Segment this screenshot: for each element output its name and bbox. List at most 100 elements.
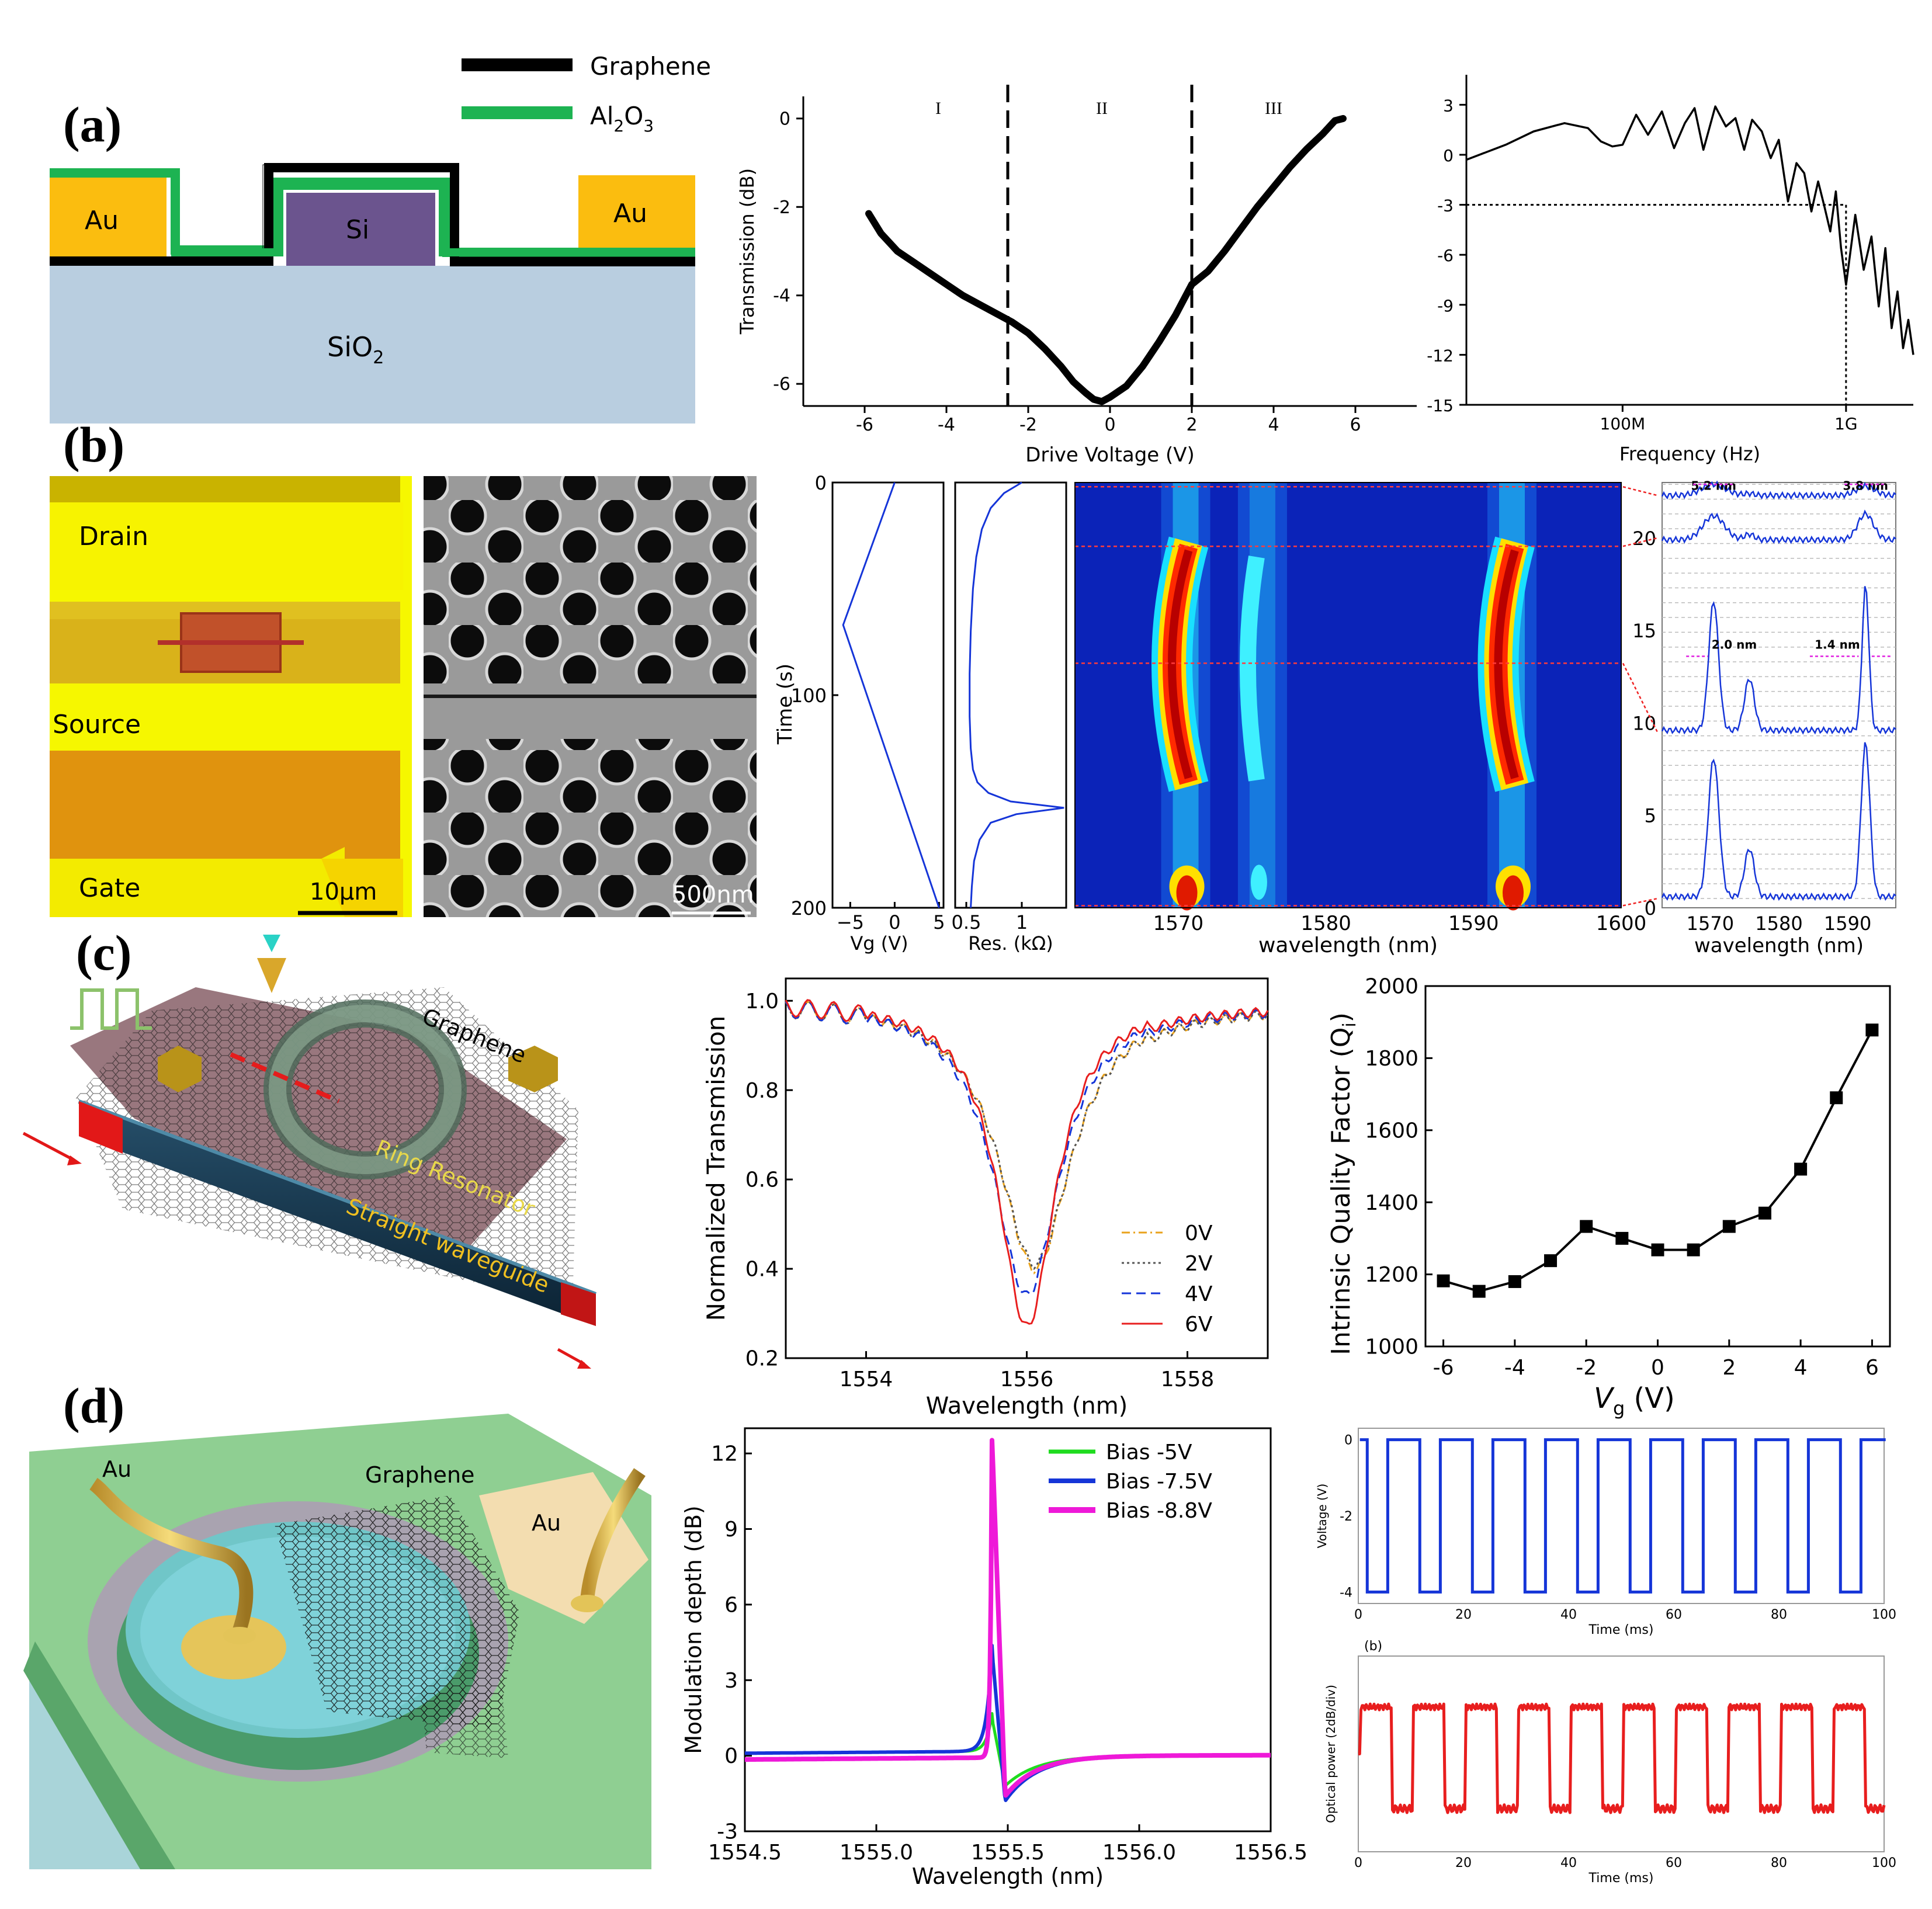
scale-10um: 10μm [310, 879, 377, 905]
x-tick-label: 40 [1560, 1608, 1577, 1622]
y-axis-label: Intrinsic Quality Factor (Qi) [1326, 1012, 1360, 1355]
x-tick-label: 2 [1186, 415, 1197, 435]
y-tick-label: 20 [1632, 527, 1656, 550]
y-tick-label: -12 [1427, 346, 1454, 365]
x-tick-label: 0 [1104, 415, 1115, 435]
y-tick-label: 1.0 [745, 990, 779, 1013]
y-tick-label: 0 [779, 109, 790, 129]
q-marker [1544, 1254, 1558, 1268]
y-axis-label: Transmission (dB) [736, 168, 758, 335]
y-tick-label: 1200 [1365, 1263, 1418, 1287]
legend-label: 2V [1185, 1252, 1213, 1276]
y-axis-label: Optical power (2dB/div) [1324, 1685, 1338, 1823]
axes-frame [831, 481, 945, 909]
x-axis-label: Drive Voltage (V) [1025, 443, 1195, 467]
x-tick-label: 20 [1455, 1856, 1472, 1870]
q-marker [1794, 1162, 1808, 1176]
q-marker [1651, 1243, 1664, 1257]
x-axis-label: Vg (V) [1594, 1382, 1675, 1419]
series-0V [785, 1001, 1269, 1275]
fwhm-label: 1.4 nm [1815, 638, 1860, 652]
x-tick-label: -4 [1504, 1356, 1525, 1380]
chart-frequency-response: 3 0 -3 -6 -9 -12 -15 100M 1G Frequency (Hz) [1427, 75, 1914, 465]
spectrum-0s [1661, 742, 1896, 901]
y-tick-label: 9 [724, 1518, 738, 1542]
y-tick-label: 1400 [1365, 1191, 1418, 1215]
y-axis-label: Voltage (V) [1315, 1484, 1329, 1549]
x-tick-label: 1590 [1448, 912, 1499, 935]
x-axis-label: wavelength (nm) [1258, 933, 1438, 957]
y-tick-label: -6 [773, 374, 790, 395]
x-tick-label: 1554 [840, 1367, 893, 1391]
series-Bias -7.5V [744, 1643, 1272, 1802]
y-axis-label: Time (s) [774, 664, 797, 745]
x-axis-label: Wavelength (nm) [912, 1863, 1104, 1889]
x-axis-label: wavelength (nm) [1694, 934, 1864, 957]
y-tick-label: -6 [1437, 246, 1454, 265]
x-tick-label: 1570 [1153, 912, 1204, 935]
source-label: Source [53, 710, 141, 740]
y-tick-label: -15 [1427, 396, 1454, 415]
x-tick-label: 6 [1865, 1356, 1879, 1380]
y-tick-label: 1000 [1365, 1335, 1418, 1359]
region-label: I [935, 99, 941, 118]
gate-label: Gate [79, 873, 140, 903]
au-left-label: Au [85, 206, 119, 235]
series-Bias -8.8V [743, 1438, 1272, 1798]
q-marker [1615, 1231, 1629, 1245]
ring-resonator-device: Graphene Ring Resonator Straight wavegui… [22, 935, 597, 1369]
x-tick-label: 100 [1872, 1608, 1896, 1622]
x-tick-label: −5 [837, 911, 864, 933]
x-tick-label: -2 [1019, 415, 1037, 435]
y-tick-label: 6 [724, 1593, 738, 1617]
y-tick-label: 5 [1645, 805, 1656, 827]
x-tick-label: 1555.0 [840, 1841, 913, 1865]
q-marker [1830, 1091, 1843, 1105]
region-label: III [1265, 99, 1282, 118]
x-tick-label: 100M [1600, 414, 1646, 433]
x-tick-label: 0.5 [952, 911, 981, 933]
y-tick-label: 15 [1632, 620, 1656, 642]
device-cross-section: SiO2 Au Au Si [50, 163, 695, 424]
y-tick-label: 0.4 [745, 1258, 779, 1282]
x-tick-label: 1G [1834, 414, 1858, 433]
x-tick-label: 1554.5 [708, 1841, 782, 1865]
x-tick-label: -2 [1576, 1356, 1597, 1380]
x-tick-label: 60 [1666, 1856, 1682, 1870]
y-tick-label: 3 [724, 1669, 738, 1693]
axes-frame [1358, 1655, 1885, 1852]
link-arrow [1622, 537, 1658, 547]
axes-frame [1662, 482, 1896, 908]
chart-quality-factor: -6 -4 -2 0 2 4 6 1000 1200 1400 1600 1800 2000 Vg (V)… [1326, 975, 1891, 1419]
fwhm-label: 2.0 nm [1712, 638, 1757, 652]
legend-label: Bias -5V [1106, 1441, 1192, 1464]
resistance-line [969, 481, 1064, 908]
chart-normalized-transmission: 1554 1556 1558 0.2 0.4 0.6 0.8 1.0 0V 2V 4V 6V Wavel… [702, 977, 1269, 1419]
x-tick-label: 100 [1872, 1856, 1896, 1870]
x-tick-label: -4 [938, 415, 955, 435]
y-tick-label: 0 [1645, 897, 1656, 919]
q-marker [1580, 1220, 1593, 1233]
y-tick-label: 0.8 [745, 1079, 779, 1103]
au-right-label: Au [613, 199, 647, 228]
x-tick-label: 1590 [1824, 912, 1871, 935]
x-tick-label: 1580 [1300, 912, 1351, 935]
x-tick-label: 1570 [1687, 912, 1734, 935]
x-axis-label: Res. (kΩ) [968, 932, 1053, 954]
au-right-pad [578, 175, 695, 260]
x-tick-label: 60 [1666, 1608, 1682, 1622]
microring-device: Au Graphene Au [23, 1414, 651, 1869]
panel-label-d: (d) [63, 1377, 124, 1434]
x-tick-label: 2 [1722, 1356, 1736, 1380]
x-axis-label: Frequency (Hz) [1619, 443, 1760, 465]
graphene-label-d: Graphene [365, 1462, 474, 1488]
y-tick-label: 1600 [1365, 1119, 1418, 1143]
au-left-pad [50, 175, 167, 260]
y-tick-label: 0.6 [745, 1168, 779, 1192]
x-tick-label: 1600 [1596, 912, 1647, 935]
q-marker [1722, 1220, 1736, 1233]
y-tick-label: 1800 [1365, 1047, 1418, 1071]
voltage-wave [1359, 1438, 1886, 1594]
